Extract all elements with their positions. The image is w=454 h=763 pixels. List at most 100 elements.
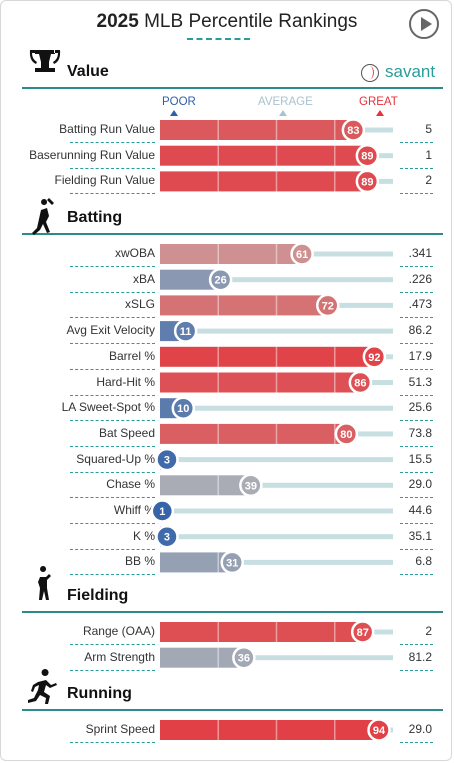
row-separator bbox=[70, 420, 155, 422]
percentile-number: 89 bbox=[361, 151, 373, 163]
metric-value: 73.8 bbox=[408, 425, 432, 440]
percentile-marker bbox=[232, 645, 256, 670]
value-separator bbox=[400, 343, 433, 345]
value-separator bbox=[400, 368, 433, 370]
bar-track bbox=[160, 277, 393, 283]
metric-value: 81.2 bbox=[408, 649, 432, 664]
value-separator bbox=[400, 394, 433, 396]
percentile-number: 36 bbox=[238, 653, 250, 665]
metric-label: xwOBA bbox=[114, 246, 155, 260]
percentile-bar bbox=[160, 346, 375, 367]
bar-track bbox=[160, 534, 393, 540]
percentile-marker bbox=[173, 319, 198, 343]
section-rule bbox=[22, 611, 443, 613]
metric-label: Avg Exit Velocity bbox=[66, 323, 156, 338]
metric-value: 1 bbox=[425, 147, 432, 162]
metric-value: 6.8 bbox=[415, 554, 432, 569]
percentile-marker bbox=[355, 169, 380, 194]
value-separator bbox=[400, 142, 433, 143]
percentile-bar bbox=[160, 372, 361, 393]
average-arrow-icon bbox=[279, 110, 287, 116]
bar-track bbox=[160, 328, 393, 334]
percentile-number: 92 bbox=[368, 352, 380, 364]
row-separator bbox=[70, 167, 155, 169]
metric-value: 35.1 bbox=[408, 528, 432, 543]
percentile-marker bbox=[348, 370, 373, 395]
percentile-bar bbox=[160, 295, 328, 316]
percentile-number: 86 bbox=[354, 378, 366, 390]
baseball-icon bbox=[361, 64, 379, 82]
percentile-bar bbox=[160, 423, 347, 444]
play-button[interactable] bbox=[409, 9, 439, 39]
metric-label: Squared-Up % bbox=[76, 451, 155, 466]
metric-value: 15.5 bbox=[408, 451, 432, 466]
row-separator bbox=[70, 742, 155, 743]
value-separator bbox=[400, 266, 433, 267]
row-separator bbox=[70, 266, 155, 267]
row-separator bbox=[70, 644, 155, 645]
section-title-value: Value bbox=[67, 63, 109, 80]
percentile-marker bbox=[316, 293, 340, 318]
metric-label: LA Sweet-Spot % bbox=[61, 400, 155, 415]
section-rule bbox=[22, 87, 443, 89]
page-title: 2025 MLB Percentile Rankings bbox=[0, 11, 454, 33]
scale-poor-label: POOR bbox=[162, 96, 196, 108]
value-separator bbox=[400, 644, 433, 645]
value-separator bbox=[400, 669, 433, 671]
row-separator bbox=[70, 523, 155, 524]
metric-value: .473 bbox=[408, 297, 432, 312]
row-separator bbox=[70, 193, 155, 195]
value-separator bbox=[400, 742, 433, 743]
percentile-number: 87 bbox=[357, 627, 369, 639]
metric-value: 29.0 bbox=[408, 722, 432, 736]
batter-icon bbox=[32, 198, 54, 235]
scale-average-label: AVERAGE bbox=[258, 96, 313, 108]
value-separator bbox=[400, 420, 433, 422]
percentile-number: 83 bbox=[347, 125, 359, 137]
value-separator bbox=[400, 523, 433, 524]
metric-label: xBA bbox=[132, 271, 155, 286]
row-separator bbox=[70, 317, 155, 319]
metric-value: 5 bbox=[425, 122, 432, 136]
percentile-bar bbox=[160, 171, 368, 192]
section-title-running: Running bbox=[67, 685, 132, 702]
row-separator bbox=[70, 548, 155, 550]
percentile-marker bbox=[150, 499, 175, 523]
metric-label: Batting Run Value bbox=[59, 122, 155, 136]
percentile-number: 11 bbox=[180, 326, 192, 338]
percentile-number: 10 bbox=[177, 403, 189, 415]
percentile-number: 89 bbox=[361, 176, 373, 188]
percentile-number: 31 bbox=[226, 557, 238, 569]
percentile-marker bbox=[350, 620, 375, 644]
metric-value: 29.0 bbox=[408, 477, 432, 492]
value-separator bbox=[400, 167, 433, 169]
percentile-number: 26 bbox=[214, 275, 226, 287]
percentile-number: 3 bbox=[164, 455, 170, 467]
trophy-icon bbox=[29, 50, 61, 72]
metric-label: Whiff % bbox=[113, 503, 155, 517]
percentile-bar bbox=[160, 647, 244, 668]
percentile-bar bbox=[160, 145, 368, 166]
bar-track bbox=[160, 482, 393, 488]
section-rule bbox=[22, 233, 443, 235]
percentile-marker bbox=[290, 242, 314, 266]
metric-label: Barrel % bbox=[108, 348, 155, 363]
metric-label: Baserunning Run Value bbox=[29, 147, 155, 162]
great-arrow-icon bbox=[376, 110, 384, 116]
percentile-number: 3 bbox=[164, 532, 170, 544]
metric-value: 2 bbox=[425, 624, 432, 638]
value-separator bbox=[400, 317, 433, 319]
percentile-marker bbox=[220, 550, 244, 575]
bar-track bbox=[160, 655, 393, 661]
value-separator bbox=[400, 291, 433, 293]
section-title-batting: Batting bbox=[67, 209, 123, 226]
title-year: 2025 bbox=[96, 11, 139, 32]
percentile-bar bbox=[160, 120, 354, 140]
row-separator bbox=[70, 291, 155, 293]
percentile-marker bbox=[155, 447, 179, 472]
metric-label: Chase % bbox=[106, 477, 155, 492]
savant-logo-text: savant bbox=[385, 62, 436, 81]
percentile-marker bbox=[208, 267, 233, 292]
title-underline bbox=[187, 38, 250, 40]
